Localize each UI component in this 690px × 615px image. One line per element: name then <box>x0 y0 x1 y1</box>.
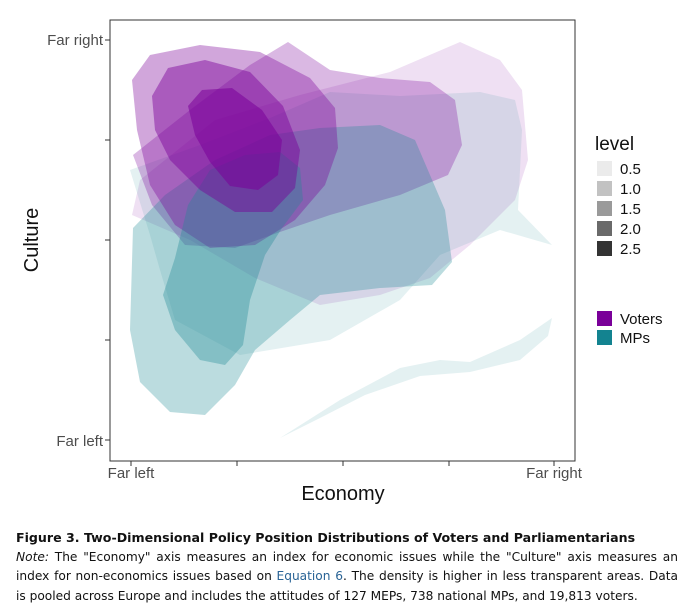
legend-level-label-1: 1.0 <box>620 181 641 198</box>
caption-note-label: Note: <box>16 549 49 564</box>
legend-level-key-3 <box>597 221 612 236</box>
density-regions <box>130 42 552 438</box>
legend-group-label-mps: MPs <box>620 330 650 347</box>
legend-group-label-voters: Voters <box>620 311 663 328</box>
legend-group-key-voters <box>597 311 612 326</box>
x-tick-label-far-right: Far right <box>526 465 583 482</box>
plot-panel <box>109 19 576 462</box>
x-tick-label-far-left: Far left <box>108 465 156 482</box>
voters-density-level-0-5 <box>132 42 528 305</box>
legend-level-label-3: 2.0 <box>620 221 641 238</box>
y-tick-label-far-left: Far left <box>56 433 104 450</box>
legend-level-key-4 <box>597 241 612 256</box>
legend-level-key-2 <box>597 201 612 216</box>
legend-level: level 0.5 1.0 1.5 2.0 2.5 <box>595 134 641 258</box>
figure-caption: Figure 3. Two-Dimensional Policy Positio… <box>16 528 678 606</box>
x-axis-title: Economy <box>301 483 384 505</box>
legend-level-label-2: 1.5 <box>620 201 641 218</box>
equation-6-link[interactable]: Equation 6 <box>276 569 343 583</box>
caption-text-part-2: . The density is higher in less transpar… <box>16 569 678 603</box>
legend-level-key-0 <box>597 161 612 176</box>
density-plot: Far left Far right Far right Far left Ec… <box>21 19 663 505</box>
y-tick-label-far-right: Far right <box>47 32 104 49</box>
legend-level-key-1 <box>597 181 612 196</box>
mps-density-level-1-5 <box>163 152 303 365</box>
caption-title: Figure 3. Two-Dimensional Policy Positio… <box>16 530 636 545</box>
y-axis-ticks <box>105 39 110 441</box>
y-axis-title: Culture <box>21 208 43 272</box>
voters-density-level-2-5 <box>188 88 282 190</box>
legend-level-title: level <box>595 134 634 155</box>
caption-text-part-1: The "Economy" axis measures an index for… <box>16 549 678 584</box>
x-axis-ticks <box>130 461 555 466</box>
legend-level-label-4: 2.5 <box>620 241 641 258</box>
caption-note: Note: The "Economy" axis measures an ind… <box>16 548 678 607</box>
mps-density-level-1-0 <box>130 125 452 415</box>
legend-groups: Voters MPs <box>597 311 663 347</box>
legend-group-key-mps <box>597 330 612 345</box>
legend-level-label-0: 0.5 <box>620 161 641 178</box>
